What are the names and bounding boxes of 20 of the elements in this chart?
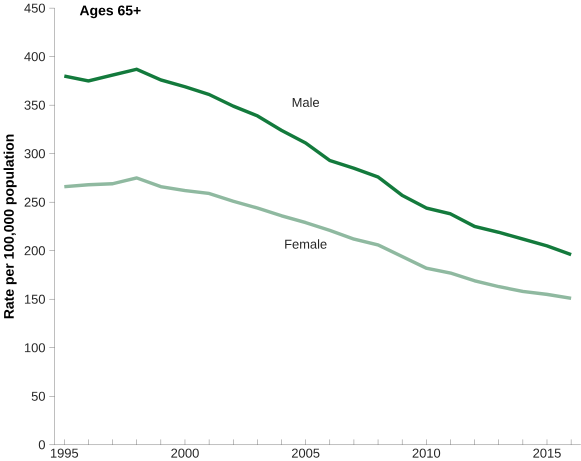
y-tick-label: 300	[24, 148, 45, 158]
chart-title: Ages 65+	[80, 5, 141, 18]
y-axis-title: Rate per 100,000 population	[4, 134, 17, 318]
y-tick-label: 400	[24, 52, 45, 62]
series-label: Female	[285, 239, 327, 249]
x-tick-label: 2010	[412, 448, 440, 458]
line-series	[62, 67, 573, 256]
y-tick-label: 50	[32, 392, 45, 401]
y-tick-label: 100	[24, 343, 45, 352]
y-tick-label: 450	[24, 3, 45, 13]
y-tick-label: 350	[24, 100, 45, 110]
y-tick-label: 250	[24, 198, 45, 207]
y-tick-label: 0	[38, 440, 45, 450]
x-tick-label: 1995	[50, 448, 78, 458]
x-tick-label: 2005	[292, 448, 320, 458]
x-tick-label: 2000	[171, 448, 199, 458]
y-tick-label: 200	[24, 246, 45, 256]
x-tick-label: 2015	[533, 448, 561, 458]
text: Male	[292, 97, 320, 107]
y-tick-label: 150	[24, 294, 45, 304]
